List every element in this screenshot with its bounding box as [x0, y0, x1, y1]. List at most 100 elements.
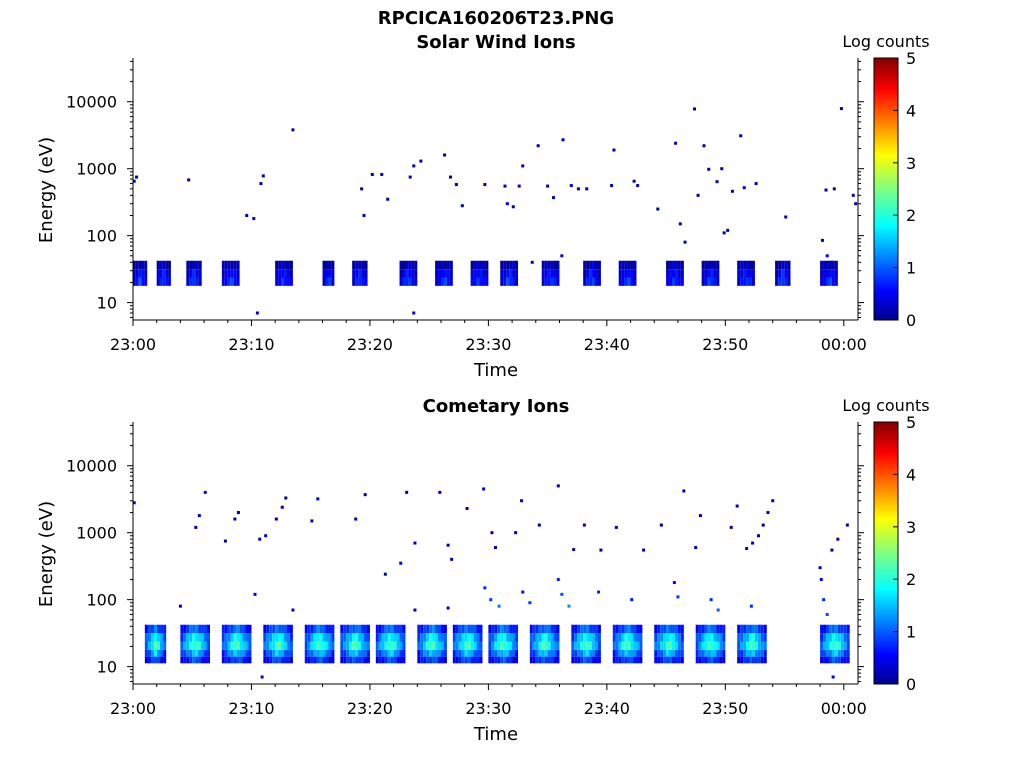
spectrogram-cell [713, 649, 717, 657]
spectrogram-cell [826, 269, 829, 278]
spectrogram-cell [775, 269, 779, 278]
spectrogram-cell [441, 277, 444, 286]
spectrogram-cell [195, 656, 199, 664]
spectrogram-cell [580, 649, 584, 657]
spectrogram-cell [624, 277, 628, 286]
spectrogram-cell [680, 649, 684, 657]
spectrogram-cell [331, 260, 335, 270]
spectrogram-cell [627, 649, 631, 657]
spectrogram-cell [627, 269, 631, 278]
spectrogram-cell [269, 649, 273, 657]
spectrogram-cell [233, 649, 237, 657]
spectrogram-cell [710, 633, 714, 642]
spectrogram-cell [695, 656, 699, 664]
spectrogram-cell [547, 633, 551, 642]
spectrogram-cell [183, 649, 187, 657]
spectrogram-point [520, 499, 524, 503]
spectrogram-cell [666, 260, 670, 270]
spectrogram-cell [509, 649, 513, 657]
spectrogram-cell [328, 624, 332, 634]
spectrogram-cell [242, 641, 246, 650]
spectrogram-cell [352, 656, 356, 664]
spectrogram-cell [227, 260, 231, 270]
spectrogram-cell [414, 277, 418, 286]
spectrogram-cell [316, 633, 320, 642]
x-tick-label: 23:40 [584, 335, 630, 354]
spectrogram-cell [473, 277, 477, 286]
spectrogram-cell [366, 641, 370, 650]
spectrogram-cell [837, 656, 841, 664]
spectrogram-cell [503, 624, 507, 634]
spectrogram-point [585, 187, 589, 191]
spectrogram-cell [828, 269, 832, 278]
spectrogram-cell [378, 641, 382, 650]
spectrogram-cell [150, 633, 154, 642]
spectrogram-cell [680, 641, 684, 650]
spectrogram-cell [509, 269, 513, 278]
spectrogram-cell [358, 656, 362, 664]
spectrogram-cell [470, 260, 474, 270]
spectrogram-cell [763, 649, 767, 657]
spectrogram-cell [458, 649, 462, 657]
spectrogram-point [576, 187, 580, 191]
spectrogram-cell [343, 649, 347, 657]
spectrogram-cell [432, 649, 436, 657]
spectrogram-cell [204, 649, 208, 657]
spectrogram-cell [328, 649, 332, 657]
spectrogram-cell [509, 641, 513, 650]
plot-background [133, 58, 858, 320]
spectrogram-cell [248, 656, 252, 664]
spectrogram-point [561, 138, 565, 142]
spectrogram-cell [165, 269, 169, 278]
spectrogram-cell [630, 277, 634, 286]
spectrogram-cell [654, 633, 658, 642]
spectrogram-cell [157, 656, 161, 664]
spectrogram-cell [381, 656, 385, 664]
spectrogram-cell [390, 624, 394, 634]
spectrogram-point [245, 214, 249, 217]
spectrogram-cell [831, 641, 835, 650]
spectrogram-cell [467, 633, 471, 642]
spectrogram-cell [304, 656, 308, 664]
spectrogram-cell [636, 633, 640, 642]
spectrogram-cell [473, 656, 477, 664]
spectrogram-cell [751, 624, 755, 634]
spectrogram-cell [669, 624, 673, 634]
spectrogram-cell [740, 269, 744, 278]
spectrogram-cell [837, 641, 841, 650]
spectrogram-cell [834, 624, 838, 634]
spectrogram-cell [749, 277, 752, 286]
spectrogram-cell [840, 641, 844, 650]
spectrogram-cell [399, 260, 403, 270]
spectrogram-cell [583, 277, 587, 286]
spectrogram-cell [479, 633, 483, 642]
spectrogram-cell [704, 656, 708, 664]
spectrogram-cell [476, 277, 480, 286]
spectrogram-cell [704, 277, 708, 286]
spectrogram-cell [417, 624, 421, 634]
spectrogram-point [612, 148, 616, 152]
spectrogram-cell [674, 641, 678, 650]
spectrogram-cell [227, 633, 231, 642]
spectrogram-point [851, 193, 855, 197]
spectrogram-cell [820, 260, 824, 270]
spectrogram-cell [263, 656, 267, 664]
spectrogram-cell [716, 656, 720, 664]
spectrogram-cell [547, 656, 551, 664]
spectrogram-cell [449, 260, 453, 270]
spectrogram-cell [399, 277, 403, 286]
spectrogram-cell [541, 277, 545, 286]
spectrogram-cell [281, 277, 285, 286]
spectrogram-cell [834, 260, 838, 270]
spectrogram-cell [358, 633, 362, 642]
spectrogram-point [517, 184, 521, 188]
spectrogram-cell [180, 641, 184, 650]
spectrogram-point [255, 311, 259, 315]
y-tick-label: 100 [86, 591, 117, 610]
spectrogram-cell [470, 656, 474, 664]
spectrogram-cell [464, 624, 468, 634]
spectrogram-cell [763, 624, 767, 634]
spectrogram-cell [245, 649, 249, 657]
spectrogram-cell [778, 277, 782, 286]
